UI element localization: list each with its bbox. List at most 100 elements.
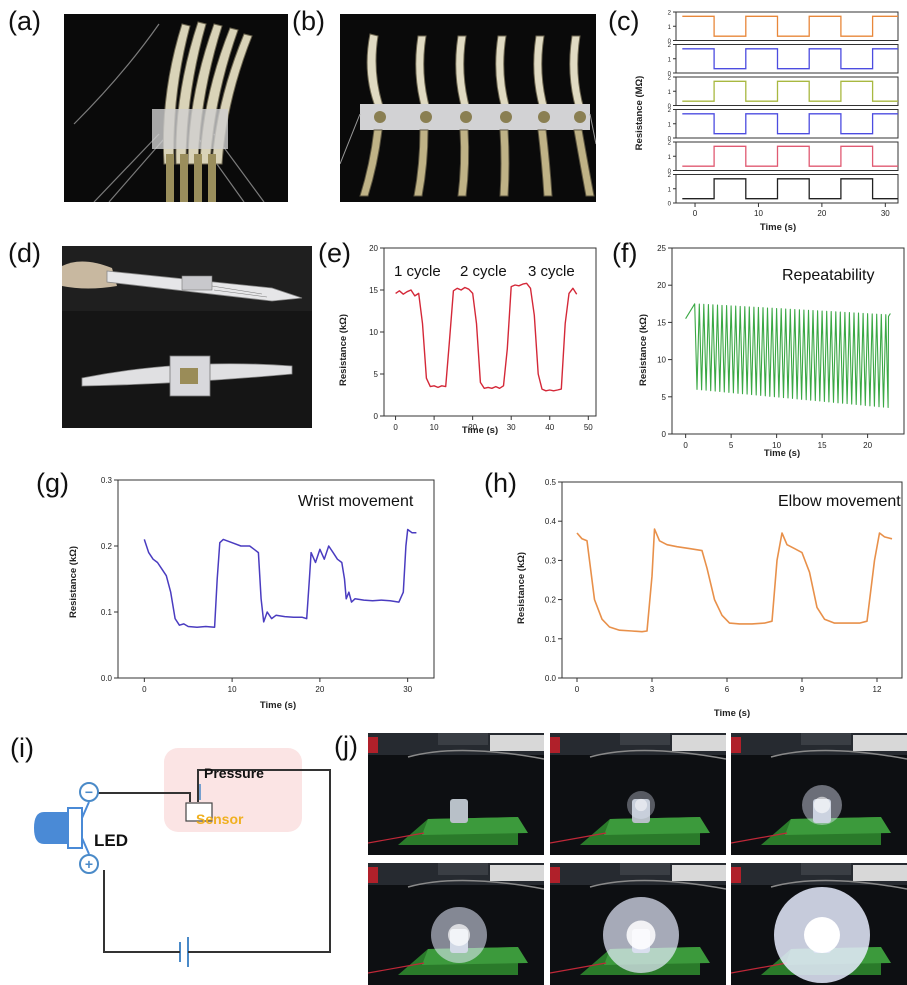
panel-label-e: (e): [318, 238, 351, 268]
led-photo-4: [368, 863, 544, 985]
y-tick-label: 0: [668, 137, 672, 143]
led-photo-2: [549, 733, 726, 855]
chart-e-xlabel: Time (s): [462, 425, 498, 436]
x-tick-label: 10: [754, 209, 763, 218]
panel-label-b: (b): [292, 6, 325, 36]
x-tick-label: 6: [725, 685, 730, 694]
series-line-row-1: [682, 15, 898, 37]
led-photo-6: [731, 863, 907, 985]
y-tick-label: 0: [668, 104, 672, 110]
y-tick-label: 10: [657, 356, 666, 365]
y-tick-label: 0.0: [101, 674, 113, 683]
y-tick-label: 0.3: [545, 556, 557, 565]
y-tick-label: 5: [662, 393, 667, 402]
x-tick-label: 10: [772, 441, 781, 450]
y-tick-label: 0.4: [545, 517, 557, 526]
x-tick-label: 20: [817, 209, 826, 218]
y-tick-label: 15: [369, 286, 378, 295]
x-tick-label: 0: [575, 685, 580, 694]
y-tick-label: 1: [668, 122, 672, 128]
x-tick-label: 0: [683, 441, 688, 450]
y-tick-label: 2: [668, 43, 672, 49]
x-tick-label: 15: [818, 441, 827, 450]
pressure-label: Pressure: [204, 765, 264, 781]
chart-f-ylabel: Resistance (kΩ): [638, 314, 649, 386]
y-tick-label: 2: [668, 108, 672, 114]
x-tick-label: 0: [693, 209, 698, 218]
series-line-row-3: [682, 80, 898, 102]
panel-label-i: (i): [10, 733, 34, 763]
x-tick-label: 3: [650, 685, 655, 694]
chart-f-xlabel: Time (s): [764, 448, 800, 459]
chart-f-repeatability: 0 5 10 15 20 0 5 10 15 20 25 Repeatability Resista…: [638, 244, 905, 459]
y-tick-label: 1: [668, 90, 672, 96]
y-tick-label: 0: [668, 169, 672, 175]
x-tick-label: 12: [873, 685, 882, 694]
led-photo-5: [549, 863, 726, 985]
panel-label-a: (a): [8, 6, 41, 36]
panel-label-f: (f): [612, 238, 638, 268]
panel-label-c: (c): [608, 6, 640, 36]
led-photo-1: [368, 733, 544, 855]
plot-frame: [117, 479, 435, 679]
chart-g-xlabel: Time (s): [260, 700, 296, 711]
led-label: LED: [94, 831, 128, 850]
circuit-wires: [98, 769, 331, 953]
y-tick-label: 0.1: [101, 608, 113, 617]
y-tick-label: 2: [668, 141, 672, 147]
plus-terminal-icon: [79, 854, 99, 874]
series-line-row-4: [682, 113, 898, 135]
y-tick-label: 25: [657, 244, 666, 253]
y-tick-label: 0.1: [545, 635, 557, 644]
y-tick-label: 10: [369, 328, 378, 337]
photo-grid-led-brightness: [368, 733, 907, 985]
led-icon: [34, 801, 90, 855]
plot-frame: [671, 247, 905, 435]
chart-e-annotation-2: 2 cycle: [460, 263, 507, 280]
chart-g-wrist-movement: 0 10 20 30 0.0 0.1 0.2 0.3 Wrist movement Resis…: [68, 476, 435, 711]
chart-h-xlabel: Time (s): [714, 708, 750, 719]
panel-label-j: (j): [334, 731, 358, 761]
x-tick-label: 0: [142, 685, 147, 694]
y-tick-label: 1: [668, 187, 672, 193]
y-tick-label: 1: [668, 25, 672, 31]
chart-c-ylabel: Resistance (MΩ): [634, 76, 645, 151]
y-tick-label: 2: [668, 76, 672, 82]
y-tick-label: 2: [668, 11, 672, 17]
y-tick-label: 0.5: [545, 478, 557, 487]
plot-frame: [561, 481, 903, 679]
x-tick-label: 0: [393, 423, 398, 432]
chart-f-title: Repeatability: [782, 267, 875, 284]
chart-g-title: Wrist movement: [298, 493, 414, 510]
series-line: [576, 528, 893, 633]
led-photo-3: [731, 733, 907, 855]
series-line-row-2: [682, 48, 898, 70]
series-line: [395, 282, 578, 392]
series-line: [143, 528, 417, 628]
chart-c-xlabel: Time (s): [760, 222, 796, 233]
x-tick-label: 9: [800, 685, 805, 694]
y-tick-label: 0: [668, 202, 672, 208]
y-tick-label: 0.2: [101, 542, 113, 551]
x-tick-label: 20: [315, 685, 324, 694]
chart-e-cyclic-resistance: 0 10 20 30 40 50 0 5 10 15 20 1 cycle 2 cycle 3 cy…: [338, 244, 597, 436]
series-line-row-5: [682, 145, 898, 167]
y-tick-label: 0: [662, 430, 667, 439]
y-tick-label: 0: [668, 39, 672, 45]
series-line: [685, 303, 891, 409]
y-tick-label: 1: [668, 155, 672, 161]
y-tick-label: 15: [657, 318, 666, 327]
photo-d-flexible-sensor: [62, 246, 312, 428]
x-tick-label: 10: [430, 423, 439, 432]
panel-label-h: (h): [484, 468, 517, 498]
x-tick-label: 30: [881, 209, 890, 218]
y-tick-label: 0.3: [101, 476, 113, 485]
y-tick-label: 20: [657, 281, 666, 290]
y-tick-label: 2: [668, 173, 672, 179]
minus-terminal-icon: [79, 782, 99, 802]
battery-icon: [172, 937, 190, 967]
circuit-diagram: Pressure Sensor − + LED: [34, 748, 331, 967]
sensor-element: [185, 802, 213, 822]
y-tick-label: 0: [668, 72, 672, 78]
x-tick-label: 50: [584, 423, 593, 432]
